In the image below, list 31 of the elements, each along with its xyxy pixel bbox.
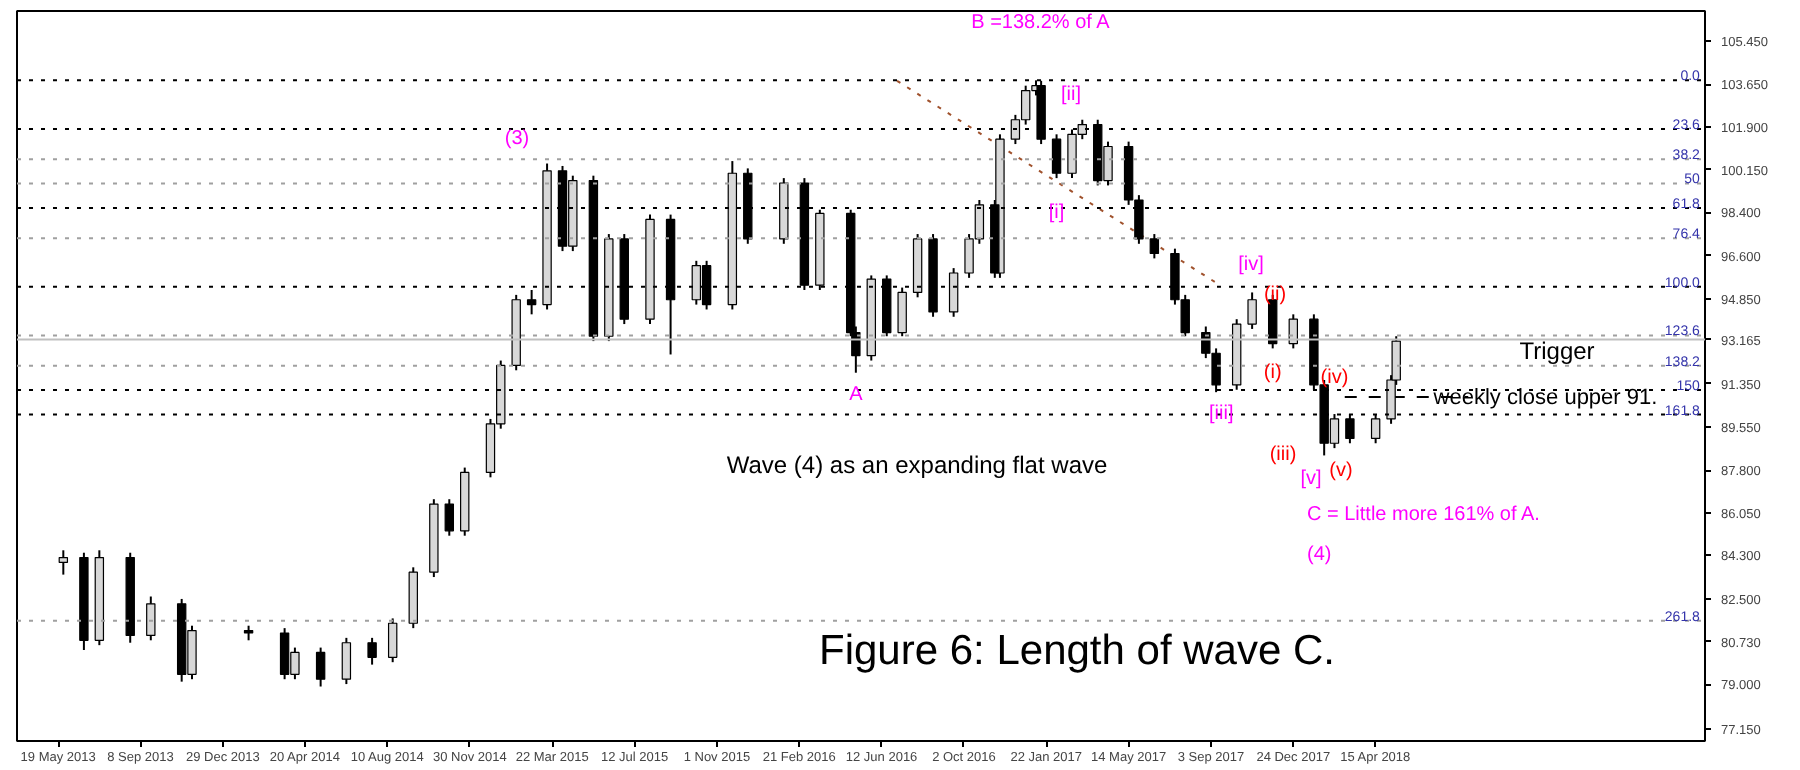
annotation: (iv) [1320,366,1349,389]
candlestick [526,289,537,316]
annotation: Wave (4) as an expanding flat wave [726,451,1108,479]
annotation: [v] [1300,468,1322,490]
text: Figure 6: Length of wave C. [819,628,1335,674]
annotation: (3) [504,128,530,150]
annotation: B =138.2% of A [971,12,1111,34]
annotation: A [849,383,864,406]
candlestick [1149,233,1160,260]
annotation: (v) [1329,460,1353,482]
annotation: (i) [1263,361,1282,384]
candlestick [1051,133,1062,180]
candlestick [367,636,377,666]
annotation: Trigger [1519,337,1595,365]
candlestick [341,636,352,686]
candlestick [315,646,326,688]
annotation: [iii] [1209,403,1234,426]
candlestick [1247,291,1257,330]
candlestick [146,595,156,642]
annotation: (iii) [1269,444,1297,466]
candlestick [444,498,455,537]
annotation: weekly close upper 91. [1431,386,1658,411]
annotation: [iv] [1238,254,1265,276]
annotation: (ii) [1263,284,1287,306]
annotation: (4) [1307,544,1332,566]
candlestick [387,617,398,664]
annotation: [ii] [1061,84,1082,106]
candlestick [897,286,907,338]
annotation: C = Little more 161% of A. [1307,504,1540,526]
annotation: [i] [1048,202,1065,225]
candlestick [58,549,69,576]
